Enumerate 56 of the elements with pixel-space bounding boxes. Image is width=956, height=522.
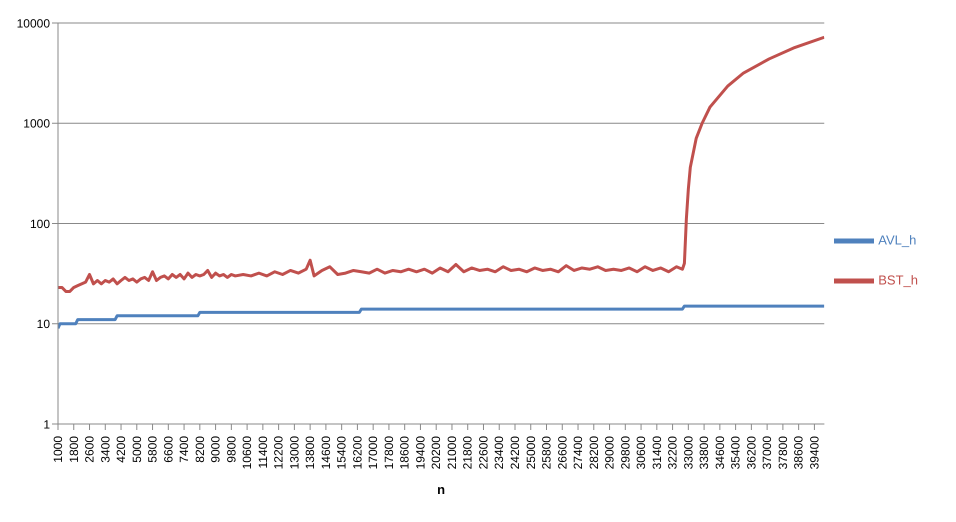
y-tick-label: 100 [30, 216, 50, 231]
x-tick-label: 37800 [776, 436, 790, 470]
x-tick-label: 25800 [540, 436, 554, 470]
x-tick-label: 13800 [303, 436, 318, 470]
x-tick-label: 24200 [508, 436, 522, 470]
x-tick-label: 17000 [366, 436, 380, 470]
x-tick-label: 8200 [192, 436, 207, 463]
x-tick-label: 36200 [744, 436, 758, 470]
x-tick-label: 16200 [350, 436, 364, 470]
legend-label: AVL_h [878, 232, 916, 248]
x-tick-label: 25000 [524, 436, 538, 470]
x-tick-label: 18600 [398, 436, 412, 470]
x-tick-label: 22600 [476, 436, 490, 470]
x-tick-label: 11400 [256, 436, 270, 468]
x-tick-label: 3400 [98, 436, 112, 463]
x-tick-label: 21000 [444, 436, 459, 470]
x-tick-label: 12200 [272, 436, 286, 470]
x-tick-label: 21800 [460, 436, 475, 470]
x-tick-label: 28200 [586, 436, 601, 470]
y-tick-label: 1000 [23, 116, 50, 131]
y-tick-label: 10 [36, 317, 50, 332]
x-tick-label: 17800 [382, 436, 396, 470]
x-tick-label: 1800 [66, 436, 81, 463]
x-tick-label: 35400 [728, 436, 743, 470]
x-tick-label: 20200 [429, 436, 444, 470]
x-tick-label: 6600 [161, 436, 176, 463]
x-tick-label: 10600 [240, 436, 254, 470]
x-tick-label: 27400 [571, 436, 586, 470]
x-tick-label: 19400 [413, 436, 428, 470]
x-tick-label: 9800 [224, 436, 238, 463]
x-tick-label: 7400 [177, 436, 192, 463]
x-tick-label: 2600 [82, 436, 97, 463]
x-tick-label: 4200 [114, 436, 128, 463]
x-tick-label: 29800 [618, 436, 632, 470]
y-tick-label: 1 [43, 417, 50, 432]
y-tick-label: 10000 [16, 16, 50, 30]
x-tick-label: 31400 [650, 436, 664, 470]
x-tick-label: 37000 [760, 436, 774, 470]
x-tick-label: 23400 [492, 436, 506, 470]
x-axis-title: n [437, 482, 446, 497]
x-tick-label: 38600 [792, 436, 806, 470]
x-tick-label: 13000 [287, 436, 302, 470]
x-tick-label: 14600 [318, 436, 333, 470]
x-tick-label: 26600 [555, 436, 570, 470]
x-tick-label: 5000 [130, 436, 144, 463]
x-tick-label: 33800 [697, 436, 712, 470]
x-tick-label: 5800 [146, 436, 160, 463]
x-tick-label: 34600 [712, 436, 727, 470]
x-tick-label: 9000 [208, 436, 223, 463]
x-tick-label: 33000 [681, 436, 696, 470]
legend-label: BST_h [878, 272, 918, 288]
x-tick-label: 15400 [334, 436, 349, 470]
x-tick-label: 39400 [807, 436, 822, 470]
x-tick-label: 29000 [602, 436, 617, 470]
x-tick-label: 30600 [634, 436, 648, 470]
x-tick-label: 32200 [666, 436, 680, 470]
